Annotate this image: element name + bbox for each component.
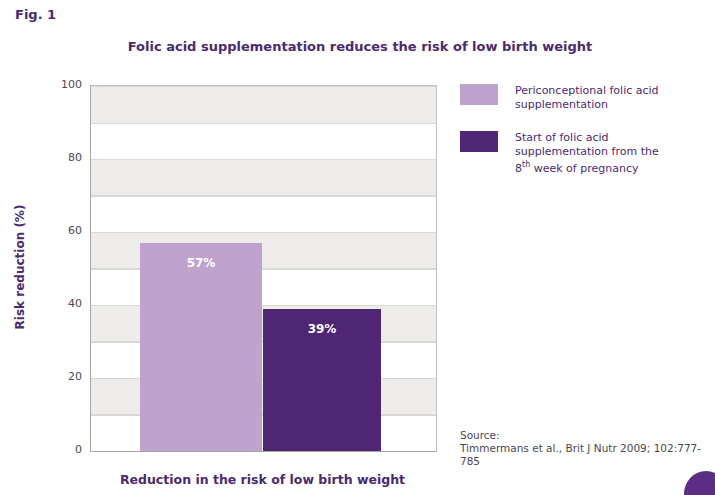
corner-decoration-circle: [684, 471, 715, 495]
plot-area: 57% 39%: [90, 85, 437, 452]
bar-value-label: 57%: [187, 256, 216, 270]
chart-title: Folic acid supplementation reduces the r…: [90, 39, 630, 54]
y-tick-label: 80: [48, 151, 82, 165]
legend-item: Start of folic acidsupplementation from …: [460, 131, 700, 175]
chart-legend: Periconceptional folic acidsupplementati…: [460, 84, 700, 195]
legend-swatch: [460, 131, 498, 152]
bar-periconceptional: 57%: [140, 243, 262, 451]
figure-number-label: Fig. 1: [15, 7, 56, 22]
source-label: Source:: [460, 429, 710, 442]
x-axis-title: Reduction in the risk of low birth weigh…: [90, 472, 435, 487]
legend-label: Start of folic acidsupplementation from …: [515, 131, 659, 175]
y-tick-label: 0: [48, 443, 82, 457]
y-tick-label: 20: [48, 370, 82, 384]
source-note: Source: Timmermans et al., Brit J Nutr 2…: [460, 429, 710, 468]
legend-label: Periconceptional folic acidsupplementati…: [515, 84, 659, 111]
legend-swatch: [460, 84, 498, 105]
figure-canvas: Fig. 1 Folic acid supplementation reduce…: [0, 0, 715, 495]
bar-value-label: 39%: [308, 322, 337, 336]
source-citation: Timmermans et al., Brit J Nutr 2009; 102…: [460, 442, 710, 468]
legend-item: Periconceptional folic acidsupplementati…: [460, 84, 700, 111]
y-tick-label: 60: [48, 224, 82, 238]
y-tick-label: 40: [48, 297, 82, 311]
y-axis-title: Risk reduction (%): [13, 137, 27, 397]
bar-week8: 39%: [263, 309, 381, 451]
y-tick-label: 100: [48, 78, 82, 92]
